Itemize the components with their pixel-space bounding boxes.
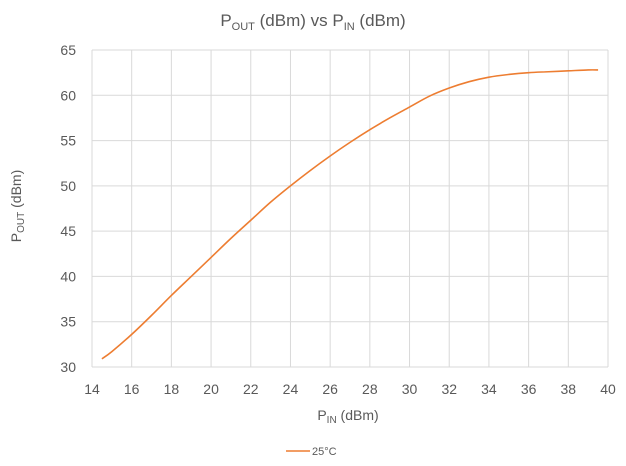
x-tick-label: 20 [203, 381, 219, 397]
y-tick-label: 50 [60, 178, 76, 194]
series-line-0 [101, 69, 599, 360]
x-tick-label: 40 [600, 381, 616, 397]
x-tick-label: 28 [362, 381, 378, 397]
series-layer [101, 69, 599, 360]
y-tick-label: 45 [60, 223, 76, 239]
legend-label-25c: 25°C [312, 446, 337, 458]
legend: 25°C [286, 446, 337, 458]
chart-title: POUT (dBm) vs PIN (dBm) [220, 11, 405, 33]
x-tick-label: 26 [322, 381, 338, 397]
x-axis-label: PIN (dBm) [317, 407, 378, 426]
x-tick-label: 36 [521, 381, 537, 397]
x-tick-label: 24 [283, 381, 299, 397]
x-tick-label: 34 [481, 381, 497, 397]
y-tick-label: 65 [60, 42, 76, 58]
y-axis-ticks: 30 35 40 45 50 55 60 65 [60, 42, 76, 375]
x-axis-ticks: 14 16 18 20 22 24 26 28 30 32 34 36 38 40 [84, 381, 616, 397]
x-tick-label: 32 [441, 381, 457, 397]
y-tick-label: 60 [60, 87, 76, 103]
y-tick-label: 40 [60, 268, 76, 284]
y-axis-label: POUT (dBm) [8, 170, 27, 242]
grid [91, 49, 609, 368]
y-axis-label-subscript: OUT [16, 212, 27, 233]
x-tick-label: 16 [124, 381, 140, 397]
y-tick-label: 30 [60, 359, 76, 375]
x-tick-label: 14 [84, 381, 100, 397]
x-tick-label: 30 [402, 381, 418, 397]
y-tick-label: 55 [60, 133, 76, 149]
chart-title-subscript-out: OUT [232, 21, 256, 33]
y-tick-label: 35 [60, 314, 76, 330]
x-axis-label-subscript: IN [327, 415, 337, 426]
x-tick-label: 18 [164, 381, 180, 397]
x-tick-label: 22 [243, 381, 259, 397]
chart-title-subscript-in: IN [344, 21, 355, 33]
x-tick-label: 38 [561, 381, 577, 397]
